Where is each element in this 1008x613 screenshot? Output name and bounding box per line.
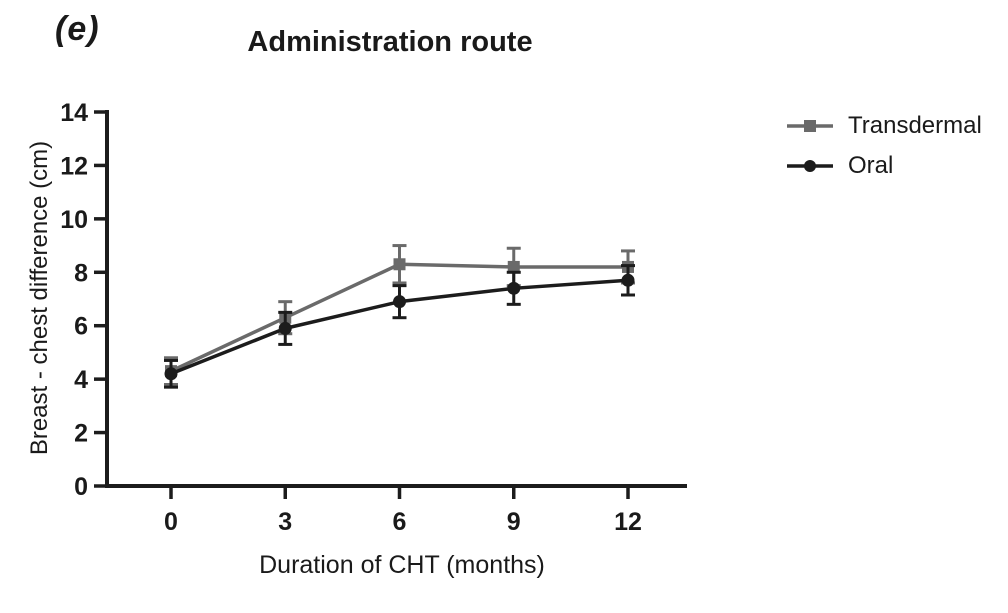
- x-axis-label: Duration of CHT (months): [259, 551, 545, 579]
- x-tick-label: 0: [164, 508, 178, 536]
- legend-item-transdermal: Transdermal: [786, 110, 982, 142]
- transdermal-line-square-icon: [787, 120, 833, 132]
- legend-label-oral: Oral: [848, 152, 894, 179]
- y-tick-label: 8: [74, 259, 88, 287]
- y-tick-label: 14: [60, 99, 88, 127]
- y-tick-label: 0: [74, 473, 88, 501]
- x-tick-label: 3: [278, 508, 292, 536]
- series-oral-marker: [621, 273, 635, 287]
- series-oral-marker: [164, 367, 178, 381]
- oral-line-circle-icon: [787, 160, 833, 172]
- series-transdermal-marker: [507, 260, 520, 273]
- series-oral-marker: [278, 321, 292, 335]
- chart-title: Administration route: [247, 26, 533, 58]
- y-tick-label: 4: [74, 366, 88, 394]
- panel-label: (e): [55, 10, 100, 48]
- y-tick-label: 2: [74, 420, 88, 448]
- y-axis-label: Breast - chest difference (cm): [26, 140, 53, 456]
- x-tick-label: 6: [393, 508, 407, 536]
- y-tick-label: 10: [60, 206, 88, 234]
- x-tick-label: 9: [507, 508, 521, 536]
- legend-item-oral: Oral: [786, 150, 982, 182]
- legend: Transdermal Oral: [786, 110, 982, 182]
- series-oral-marker: [507, 281, 521, 295]
- series-transdermal-marker: [393, 258, 406, 271]
- y-tick-label: 6: [74, 313, 88, 341]
- x-tick-label: 12: [614, 508, 642, 536]
- legend-label-transdermal: Transdermal: [848, 112, 982, 139]
- y-tick-label: 12: [60, 152, 88, 180]
- series-oral-marker: [393, 295, 406, 309]
